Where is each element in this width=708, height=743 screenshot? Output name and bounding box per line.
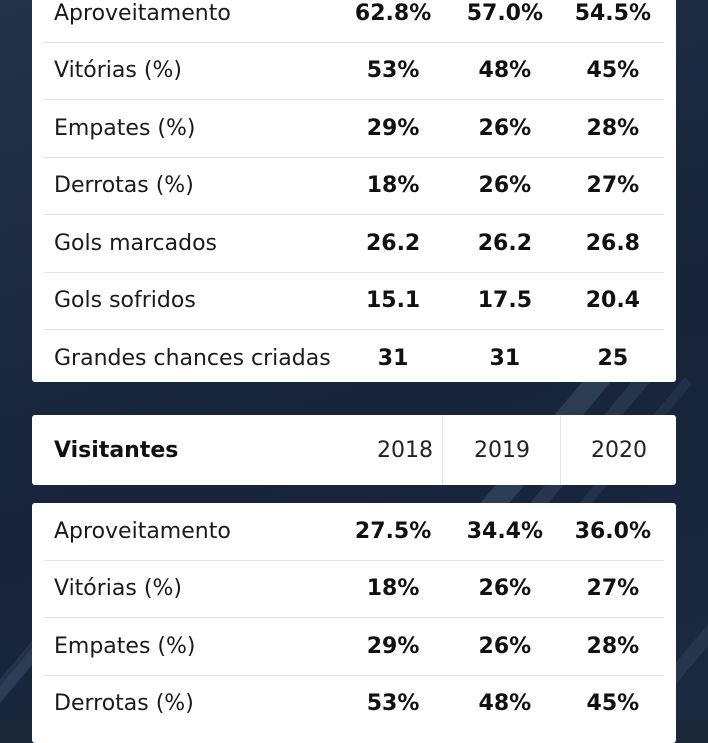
table-row: Vitórias (%) 18% 26% 27% (44, 561, 664, 618)
value-2018: 53% (366, 58, 420, 84)
value-2018: 29% (366, 115, 420, 141)
row-label: Gols sofridos (54, 288, 196, 314)
value-2019: 48% (478, 691, 532, 717)
value-2019: 34.4% (466, 518, 544, 544)
value-2020: 36.0% (574, 518, 652, 544)
row-label: Aproveitamento (54, 0, 231, 26)
value-2020: 54.5% (574, 0, 652, 26)
table-row: Aproveitamento 62.8% 57.0% 54.5% (44, 0, 664, 43)
value-2019: 57.0% (466, 0, 544, 26)
value-2019: 26% (478, 576, 532, 602)
table-row: Derrotas (%) 53% 48% 45% (44, 676, 664, 733)
value-2019: 26% (478, 115, 532, 141)
year-2018-header: 2018 (377, 437, 433, 463)
value-2018: 18% (366, 173, 420, 199)
value-2018: 26.2 (365, 230, 421, 256)
table-row: Aproveitamento 27.5% 34.4% 36.0% (44, 503, 664, 561)
value-2020: 20.4 (585, 288, 640, 314)
value-2018: 53% (366, 691, 420, 717)
row-label: Vitórias (%) (54, 576, 182, 602)
value-2018: 31 (377, 345, 409, 371)
value-2019: 26% (478, 173, 532, 199)
value-2020: 45% (586, 58, 640, 84)
value-2020: 45% (586, 691, 640, 717)
row-label: Empates (%) (54, 633, 196, 659)
value-2019: 17.5 (477, 288, 532, 314)
value-2019: 48% (478, 58, 532, 84)
year-2019-header: 2019 (442, 415, 561, 485)
row-label: Gols marcados (54, 230, 218, 256)
value-2020: 25 (597, 345, 629, 371)
away-table-header: Visitantes 2018 2019 2020 (32, 415, 676, 485)
row-label: Derrotas (%) (54, 173, 194, 199)
table-row: Gols marcados 26.2 26.2 26.8 (44, 215, 664, 273)
value-2018: 27.5% (354, 518, 432, 544)
value-2020: 27% (586, 173, 640, 199)
value-2020: 28% (586, 633, 640, 659)
value-2020: 27% (586, 576, 640, 602)
row-label: Empates (%) (54, 115, 196, 141)
away-stats-table: Aproveitamento 27.5% 34.4% 36.0% Vitória… (32, 503, 676, 743)
value-2018: 29% (366, 633, 420, 659)
table-row: Empates (%) 29% 26% 28% (44, 100, 664, 158)
value-2018: 62.8% (354, 0, 432, 26)
table-row: Derrotas (%) 18% 26% 27% (44, 158, 664, 215)
value-2020: 28% (586, 115, 640, 141)
value-2018: 15.1 (365, 288, 421, 314)
row-label: Derrotas (%) (54, 691, 194, 717)
value-2019: 26.2 (477, 230, 532, 256)
table-row: Vitórias (%) 53% 48% 45% (44, 43, 664, 100)
year-2020-header: 2020 (560, 415, 677, 485)
table-row: Empates (%) 29% 26% 28% (44, 618, 664, 676)
table-row: Grandes chances criadas 31 31 25 (44, 330, 664, 387)
value-2020: 26.8 (585, 230, 640, 256)
value-2018: 18% (366, 576, 420, 602)
home-stats-table: Aproveitamento 62.8% 57.0% 54.5% Vitória… (32, 0, 676, 382)
row-label: Aproveitamento (54, 518, 231, 544)
table-row: Gols sofridos 15.1 17.5 20.4 (44, 273, 664, 330)
section-title: Visitantes (54, 437, 179, 463)
row-label: Grandes chances criadas (54, 345, 331, 371)
value-2019: 26% (478, 633, 532, 659)
row-label: Vitórias (%) (54, 58, 182, 84)
value-2019: 31 (489, 345, 521, 371)
